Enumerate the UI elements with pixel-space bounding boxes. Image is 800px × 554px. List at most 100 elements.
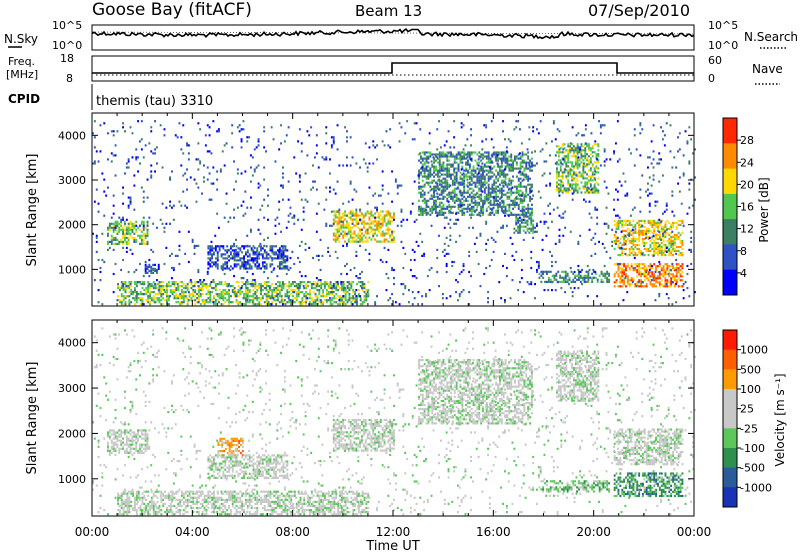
- power-cell: [161, 166, 164, 169]
- power-cell: [593, 161, 596, 164]
- power-cell: [418, 191, 420, 194]
- power-cell: [101, 172, 104, 175]
- power-cell: [235, 265, 238, 268]
- power-cell: [681, 271, 684, 274]
- power-cell: [459, 161, 462, 164]
- power-cell: [487, 179, 490, 182]
- power-cell: [357, 295, 360, 298]
- power-cell: [181, 291, 183, 294]
- power-cell: [280, 289, 283, 292]
- power-cell: [555, 274, 558, 277]
- power-cell: [346, 287, 349, 290]
- power-cell: [438, 183, 441, 186]
- power-cell: [342, 297, 345, 300]
- power-cell: [485, 242, 488, 245]
- power-cell: [260, 285, 262, 288]
- power-cell: [508, 203, 511, 206]
- power-cell: [672, 221, 674, 224]
- power-cell: [147, 281, 150, 284]
- power-cell: [291, 250, 294, 253]
- power-cell: [97, 301, 100, 304]
- power-cell: [505, 146, 508, 149]
- power-cell: [677, 245, 680, 249]
- power-cell: [128, 281, 131, 284]
- power-cell: [222, 295, 225, 298]
- power-cell: [523, 169, 526, 172]
- power-cell: [391, 234, 393, 237]
- power-cell: [357, 281, 360, 284]
- power-cell: [597, 153, 600, 156]
- power-cell: [289, 256, 292, 260]
- power-cell: [364, 232, 367, 235]
- power-cell: [556, 185, 558, 188]
- power-cell: [679, 241, 682, 245]
- power-cell: [120, 222, 123, 225]
- power-cell: [574, 189, 577, 192]
- power-cell: [442, 211, 445, 214]
- power-cell: [282, 281, 284, 284]
- power-cell: [186, 303, 189, 306]
- power-cell: [149, 303, 151, 306]
- power-cell: [487, 151, 490, 154]
- power-cell: [582, 173, 585, 176]
- power-cell: [243, 263, 245, 266]
- power-cell: [440, 169, 443, 172]
- power-cell: [508, 159, 511, 162]
- power-cell: [666, 265, 669, 268]
- power-cell: [510, 189, 513, 192]
- power-cell: [331, 289, 334, 292]
- power-cell: [495, 151, 498, 154]
- power-cell: [325, 283, 328, 286]
- power-cell: [302, 210, 305, 213]
- power-cell: [372, 220, 375, 223]
- power-cell: [479, 234, 482, 237]
- power-cell: [273, 251, 276, 254]
- power-cell: [280, 230, 282, 233]
- power-cell: [182, 295, 185, 298]
- power-cell: [364, 212, 367, 215]
- power-cell: [580, 181, 583, 184]
- power-cell: [197, 244, 200, 247]
- power-cell: [580, 157, 583, 160]
- power-cell: [263, 267, 266, 270]
- power-cell: [623, 219, 625, 222]
- power-cell: [584, 165, 587, 168]
- power-cell: [199, 283, 202, 286]
- power-cell: [205, 283, 208, 286]
- power-cell: [662, 239, 665, 243]
- power-cell: [630, 237, 633, 241]
- power-cell: [231, 255, 234, 258]
- power-cell: [532, 227, 535, 230]
- power-cell: [459, 157, 462, 160]
- power-cell: [489, 199, 492, 202]
- power-cell: [463, 151, 466, 154]
- power-cell: [679, 219, 682, 222]
- power-cell: [393, 212, 395, 215]
- power-cell: [453, 161, 456, 164]
- power-cell: [361, 218, 363, 221]
- power-cell: [271, 249, 274, 252]
- power-cell: [606, 276, 609, 279]
- power-cell: [522, 218, 525, 221]
- power-cell: [122, 258, 124, 262]
- power-cell: [149, 293, 151, 296]
- power-cell: [364, 142, 367, 145]
- power-cell: [593, 191, 596, 194]
- power-cell: [376, 158, 378, 161]
- power-cell: [588, 179, 590, 182]
- power-cell: [485, 248, 488, 251]
- power-cell: [95, 188, 98, 191]
- power-cell: [510, 179, 513, 182]
- power-cell: [519, 173, 522, 176]
- power-cell: [117, 283, 119, 286]
- nave-label: Nave: [752, 62, 783, 76]
- power-cell: [530, 217, 533, 220]
- power-cell: [261, 253, 264, 256]
- power-cell: [133, 236, 136, 239]
- power-cell: [239, 265, 242, 268]
- power-cell: [519, 231, 521, 234]
- power-cell: [203, 180, 205, 183]
- power-cell: [527, 157, 530, 160]
- power-cell: [559, 159, 562, 162]
- power-cell: [107, 132, 109, 135]
